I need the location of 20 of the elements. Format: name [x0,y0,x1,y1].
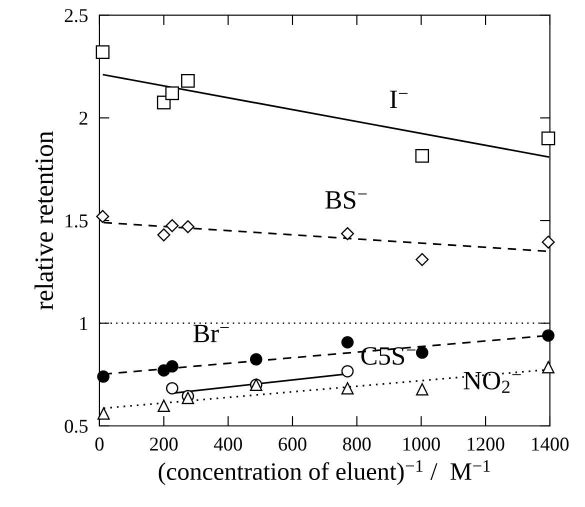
y-tick-label: 1.5 [66,214,88,228]
x-tick-label: 600 [278,438,306,451]
y-tick-label: 0.5 [64,420,88,433]
y-tick-label: 2 [79,112,88,125]
x-tick-label: 1400 [532,438,569,451]
x-tick-label: 200 [150,438,178,451]
series-label: Br$^{−}$ [193,324,229,342]
series-label: C5S$^{−}$ [361,347,416,365]
x-tick-label: 1200 [468,438,504,451]
x-tick-label: 400 [214,438,242,451]
series-label: NO$_{2}$$^{−}$ [464,372,521,393]
x-axis-title: (concentration of eluent)$^{−1}$ / M$^{−1}$ [158,460,490,486]
y-axis-title: relative retention [34,131,54,310]
y-tick-label: 2.5 [64,9,88,22]
x-tick-label: 0 [95,438,104,451]
y-tick-label: 1 [80,317,88,330]
x-tick-label: 1000 [403,438,440,451]
series-label: BS$^{−}$ [325,191,367,209]
series-label: I$^{−}$ [390,90,408,108]
x-tick-label: 800 [343,438,371,451]
